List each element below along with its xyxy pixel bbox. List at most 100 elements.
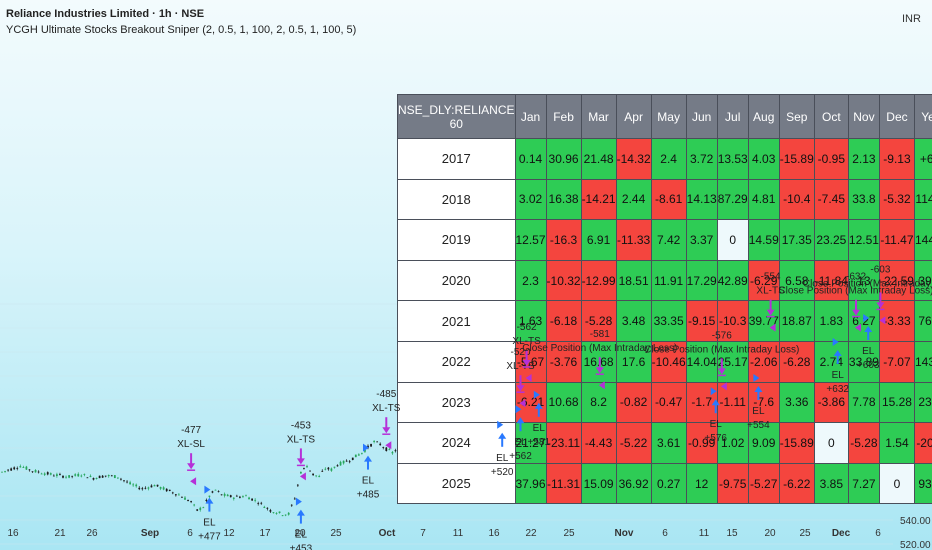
candle <box>394 450 397 452</box>
return-cell: 33.35 <box>650 300 687 342</box>
return-cell: 12.57 <box>514 219 547 261</box>
candle <box>385 447 388 451</box>
table-row: 2025 37.96 -11.31 15.09 36.92 0.27 12 -9.75 -5.2… <box>397 462 932 505</box>
return-cell: 93.02 <box>913 462 932 505</box>
table-row: 2019 12.57 -16.3 6.91 -11.33 7.42 3.37 0 14.59 17… <box>397 219 932 261</box>
candle <box>336 465 339 467</box>
candle <box>138 487 141 490</box>
candle <box>168 489 171 491</box>
return-cell: 143.48 <box>913 340 932 383</box>
return-cell: -12.99 <box>580 259 617 302</box>
return-cell: -7.07 <box>878 340 915 383</box>
candle <box>260 502 263 504</box>
candle <box>95 477 98 479</box>
candle <box>217 491 220 493</box>
candle <box>113 475 116 479</box>
candle <box>339 461 342 466</box>
candle <box>321 470 324 472</box>
table-row: 2017 0.14 30.96 21.48 -14.32 2.4 3.72 13.53 4.03… <box>397 138 932 180</box>
return-cell: 10.68 <box>545 381 582 424</box>
return-cell: 8.2 <box>580 381 617 424</box>
candle <box>235 495 238 497</box>
table-row: 2021 1.63 -6.18 -5.28 3.48 33.35 -9.15 -10.3 39.… <box>397 300 932 342</box>
indicator-title[interactable]: YCGH Ultimate Stocks Breakout Sniper (2,… <box>6 24 357 36</box>
return-cell: -6.21 <box>514 381 547 424</box>
candle <box>156 484 159 487</box>
candle <box>62 475 64 478</box>
x-tick-label: 16 <box>488 528 500 539</box>
return-cell: -9.75 <box>716 462 749 505</box>
table-body: 2017 0.14 30.96 21.48 -14.32 2.4 3.72 13.53 4.03… <box>397 138 932 505</box>
x-tick-label: 17 <box>259 528 271 539</box>
return-cell: 3.72 <box>685 138 718 180</box>
candle <box>68 475 70 478</box>
candle <box>22 467 25 468</box>
candle <box>202 507 205 509</box>
candle <box>83 473 86 475</box>
return-cell: -1.11 <box>716 381 749 424</box>
candle <box>275 513 278 514</box>
return-cell: 36.92 <box>615 462 652 505</box>
candle <box>181 496 183 498</box>
return-cell: -22.59 <box>878 259 915 302</box>
candle <box>290 504 293 506</box>
table-header-row: NSE_DLY:RELIANCE 60 Jan Feb Mar Apr May Jun Jul… <box>397 94 932 139</box>
return-cell: 3.48 <box>615 300 652 342</box>
candle <box>174 494 177 496</box>
return-cell: -3.86 <box>813 381 849 424</box>
candle <box>7 469 9 471</box>
return-cell: -9.15 <box>685 300 718 342</box>
candle <box>171 492 174 494</box>
return-cell: 17.29 <box>685 259 718 302</box>
return-cell: -3.33 <box>878 300 915 342</box>
candle <box>37 471 40 473</box>
time-axis[interactable]: 16 21 26 Sep 6 12 17 20 25 Oct 7 11 16 22 25 Nov 6 11 15 20… <box>7 528 881 539</box>
candle <box>184 497 186 500</box>
x-tick-label: 26 <box>86 528 98 539</box>
return-cell: 1.02 <box>716 422 749 464</box>
candle <box>266 507 269 509</box>
candle <box>367 445 369 449</box>
return-cell: -9.13 <box>878 138 915 180</box>
x-tick-label: 16 <box>7 528 19 539</box>
year-label: 2020 <box>397 259 516 302</box>
candle <box>361 452 363 454</box>
return-cell: -2.06 <box>747 340 780 383</box>
return-cell: -0.99 <box>685 422 718 464</box>
candle <box>144 487 147 489</box>
y-tick-label: 520.00 <box>900 540 931 550</box>
return-cell: 2.44 <box>615 178 652 221</box>
return-cell: 12.51 <box>847 219 880 261</box>
return-cell: 3.36 <box>778 381 815 424</box>
return-cell: 9.09 <box>747 422 780 464</box>
candle <box>159 487 162 489</box>
return-cell: 17.6 <box>615 340 652 383</box>
candle <box>376 441 379 443</box>
candle <box>205 499 208 501</box>
candle <box>92 478 95 480</box>
candle <box>43 473 46 475</box>
candle <box>342 460 345 464</box>
candle <box>86 477 89 479</box>
candle <box>56 474 58 477</box>
candle <box>303 467 305 469</box>
candle <box>373 441 375 442</box>
return-cell: 16.38 <box>545 178 582 221</box>
return-cell: 25.17 <box>716 340 749 383</box>
candle <box>126 481 128 483</box>
return-cell: 14.04 <box>685 340 718 383</box>
candle <box>330 468 333 471</box>
x-tick-label: 21 <box>54 528 66 539</box>
return-cell: 76.54 <box>913 300 932 342</box>
return-cell: -23.11 <box>545 422 582 464</box>
candle <box>391 452 394 454</box>
table-row: 2024 21.27 -23.11 -4.43 -5.22 3.61 -0.99 1.02 9.… <box>397 422 932 464</box>
candle <box>214 489 217 491</box>
return-cell: -5.32 <box>878 178 915 221</box>
return-cell: 21.48 <box>580 138 617 180</box>
candle <box>120 478 122 480</box>
return-cell: 15.28 <box>878 381 915 424</box>
table-title: NSE_DLY:RELIANCE 60 <box>397 94 516 139</box>
return-cell: 2.3 <box>514 259 547 302</box>
return-cell: 30.96 <box>545 138 582 180</box>
